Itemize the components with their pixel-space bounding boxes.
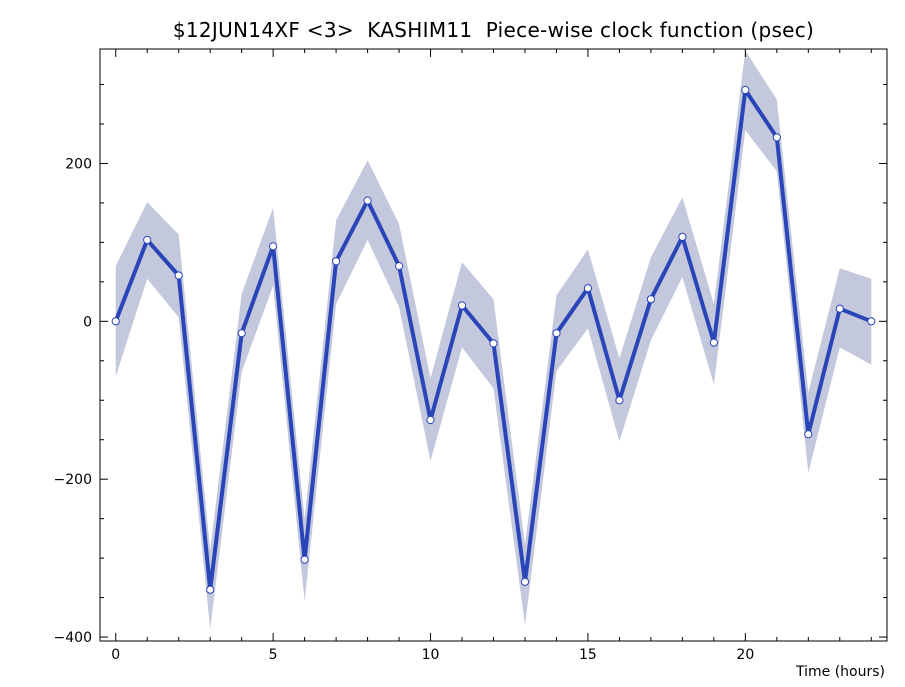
data-point [835,304,844,313]
data-point [457,301,467,310]
data-point [741,85,750,95]
data-point [206,585,215,594]
data-point [300,555,309,564]
data-point [615,396,624,405]
data-point [143,235,152,245]
x-tick-label: 5 [269,647,278,663]
data-point [426,415,435,425]
y-tick-label: −400 [54,630,92,646]
data-point [552,329,561,338]
data-point [520,577,530,586]
data-point [867,317,876,326]
chart-title: $12JUN14XF <3> KASHIM11 Piece-wise clock… [172,18,815,42]
data-point [709,338,719,347]
x-tick-label: 15 [579,647,597,663]
data-point [332,257,341,266]
x-tick-label: 10 [422,647,440,663]
x-tick-label: 20 [736,647,754,663]
y-tick-label: 200 [65,156,92,172]
data-point [646,295,656,304]
data-point [269,242,278,251]
data-point [111,317,120,326]
x-tick-label: 0 [111,647,120,663]
data-point [363,196,372,205]
y-tick-label: 0 [83,314,92,330]
data-point [804,430,813,439]
data-point [678,232,687,241]
data-point [395,262,404,271]
data-point [772,133,781,142]
data-point [583,284,593,293]
data-point [174,271,183,280]
y-tick-label: −200 [54,472,92,488]
x-axis-label: Time (hours) [796,664,885,680]
data-point [489,339,498,348]
data-point [237,329,246,338]
